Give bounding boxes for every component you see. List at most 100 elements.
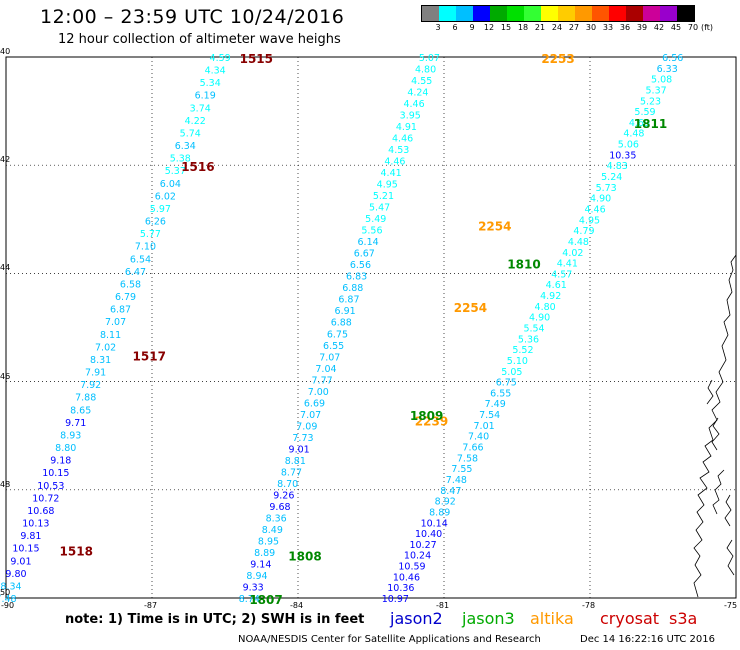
swh-value: 8.74	[239, 594, 260, 605]
swh-value: 6.58	[120, 279, 141, 290]
latitude-label: 40	[0, 47, 11, 56]
swh-value: 5.07	[419, 53, 440, 64]
legend-label: 36	[619, 23, 631, 32]
swh-value: 6.33	[657, 64, 678, 75]
swh-value: 10.46	[393, 572, 420, 583]
swh-value: 8.89	[429, 507, 450, 518]
swh-value: 5.36	[518, 334, 539, 345]
swh-value: 4.95	[377, 180, 398, 191]
latitude-label: 46	[0, 371, 11, 381]
swh-value: 8.92	[435, 497, 456, 508]
swh-value: 8.36	[266, 513, 287, 524]
legend-label: 70	[687, 23, 699, 32]
legend-swatch	[677, 6, 694, 21]
legend-label: 12	[483, 23, 495, 32]
legend-swatch	[609, 6, 626, 21]
legend-label: 45	[670, 23, 682, 32]
swh-value: 6.87	[338, 295, 359, 306]
swh-value: 4.57	[551, 269, 572, 280]
swh-value: 4.22	[185, 116, 206, 127]
longitude-label: -81	[436, 601, 450, 610]
swh-value: 6.02	[155, 191, 176, 202]
swh-value: 5.37	[646, 85, 667, 96]
swh-value: 7.01	[474, 421, 495, 432]
swh-value: 8.47	[440, 486, 461, 497]
swh-value: 8.81	[285, 456, 306, 467]
swh-value: 8.94	[246, 571, 267, 582]
swh-value: 10.15	[42, 468, 69, 479]
swh-value: 10.59	[398, 562, 425, 573]
credit-line: NOAA/NESDIS Center for Satellite Applica…	[238, 634, 541, 645]
swh-value: 9.01	[10, 556, 31, 567]
swh-value: 6.19	[195, 91, 216, 102]
pass-time-label: 1807	[249, 593, 282, 607]
swh-value: 4.46	[392, 134, 413, 145]
swh-value: 9.71	[65, 418, 86, 429]
swh-value: 5.23	[640, 96, 661, 107]
pass-time-label: 1810	[507, 258, 540, 272]
coastline-segment	[724, 494, 732, 527]
swh-value: 6.55	[490, 388, 511, 399]
swh-value: 6.91	[335, 306, 356, 317]
swh-value: 5.06	[618, 140, 639, 151]
latitude-label: 44	[0, 263, 11, 273]
legend-label: 3	[435, 23, 441, 32]
longitude-label: -87	[144, 601, 158, 610]
satellite-legend-cryosat: cryosat	[600, 609, 660, 628]
swh-value: 7.48	[446, 475, 467, 486]
swh-value: 5.73	[596, 183, 617, 194]
swh-value: 7.07	[319, 352, 340, 363]
pass-time-label: 1516	[181, 160, 214, 174]
swh-value: 4.90	[590, 194, 611, 205]
swh-value: 6.56	[662, 53, 683, 64]
coastline-segment	[712, 469, 725, 515]
swh-value: 4.34	[205, 66, 226, 77]
legend-swatch	[541, 6, 558, 21]
swh-value: 5.54	[523, 324, 544, 335]
swh-value: 6.47	[125, 267, 146, 278]
map-grid	[5, 56, 737, 599]
pass-time-label: 2254	[478, 220, 511, 234]
swh-value: 6.55	[323, 341, 344, 352]
swh-value: 3.74	[190, 103, 211, 114]
swh-value: 7.09	[296, 421, 317, 432]
swh-value: 10.24	[404, 551, 431, 562]
swh-value: 5.74	[180, 128, 201, 139]
swh-value: 4.02	[562, 248, 583, 259]
legend-label: 27	[568, 23, 580, 32]
swh-value: 8.70	[277, 479, 298, 490]
pass-time-label: 2254	[454, 301, 487, 315]
swh-value: 5.59	[634, 107, 655, 118]
legend-swatch	[456, 6, 473, 21]
legend-label: 33	[602, 23, 614, 32]
chart-title: 12:00 – 23:59 UTC 10/24/2016	[40, 6, 345, 28]
swh-value: 10.27	[409, 540, 436, 551]
swh-value: 6.87	[110, 305, 131, 316]
legend-label: 9	[469, 23, 475, 32]
coastline-segment	[711, 417, 720, 451]
swh-value: 5.08	[651, 75, 672, 86]
swh-value: 7.92	[80, 380, 101, 391]
swh-value: 4.90	[529, 313, 550, 324]
swh-value: 6.67	[354, 249, 375, 260]
swh-value: 5.24	[601, 172, 622, 183]
legend-swatch	[439, 6, 456, 21]
color-scale-labels: 3 6 9 12 15 18 21 24 27 30 33 36 39 42 45 70 (ft)	[421, 23, 740, 35]
swh-value: 6.54	[130, 254, 151, 265]
coastline	[693, 254, 737, 598]
swh-value: 6.34	[175, 141, 196, 152]
swh-value: 5.37	[165, 166, 186, 177]
swh-value: 9.68	[269, 502, 290, 513]
swh-values: 4.594.345.346.193.744.225.746.345.385.37…	[0, 53, 683, 605]
swh-value: 6.26	[145, 217, 166, 228]
swh-value: 8.93	[60, 430, 81, 441]
swh-value: 8.34	[0, 581, 21, 592]
swh-value: 9.14	[250, 559, 271, 570]
swh-value: 4.80	[415, 65, 436, 76]
swh-value: 6.75	[496, 378, 517, 389]
swh-value: 10.97	[382, 594, 409, 605]
swh-value: 7.55	[451, 464, 472, 475]
swh-value: 4.91	[396, 122, 417, 133]
pass-time-label: 1515	[240, 52, 273, 66]
